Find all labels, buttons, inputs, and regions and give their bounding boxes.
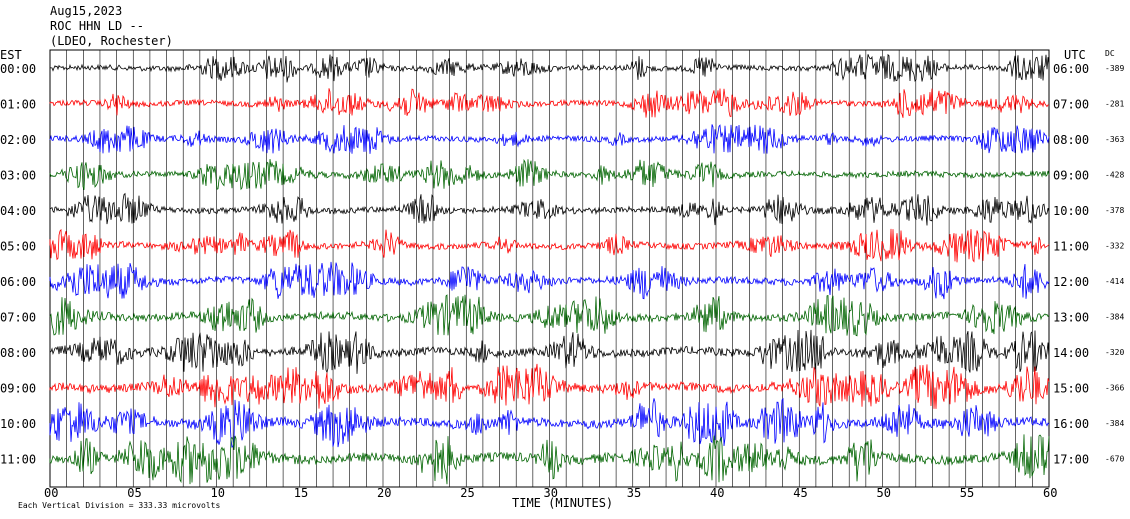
utc-hour-label: 08:00	[1053, 133, 1089, 147]
right-axis-title: UTC	[1064, 48, 1086, 62]
x-axis-label: TIME (MINUTES)	[512, 496, 613, 510]
dc-offset-label: -320	[1105, 348, 1124, 357]
traces-group	[49, 53, 1050, 485]
station-id: ROC HHN LD --	[50, 19, 144, 33]
est-hour-label: 03:00	[0, 169, 36, 183]
utc-hour-label: 14:00	[1053, 346, 1089, 360]
axis-labels: 00 05 10 15 20 25 30 35 40 45 50 55 60 00:00 06:00 -389…	[0, 62, 1124, 500]
x-tick-label: 40	[710, 486, 724, 500]
est-hour-label: 09:00	[0, 382, 36, 396]
seismic-trace	[49, 434, 1050, 485]
x-tick-label: 05	[127, 486, 141, 500]
seismic-trace	[49, 294, 1050, 337]
utc-hour-label: 10:00	[1053, 204, 1089, 218]
seismic-trace	[49, 192, 1050, 226]
utc-hour-label: 17:00	[1053, 453, 1089, 467]
x-tick-label: 20	[377, 486, 391, 500]
seismic-trace	[49, 159, 1050, 191]
dc-offset-label: -332	[1105, 242, 1124, 251]
network-name: (LDEO, Rochester)	[50, 34, 173, 48]
utc-hour-label: 12:00	[1053, 275, 1089, 289]
dc-offset-label: -389	[1105, 64, 1124, 73]
dc-offset-label: -414	[1105, 277, 1124, 286]
utc-hour-label: 15:00	[1053, 382, 1089, 396]
est-hour-label: 02:00	[0, 133, 36, 147]
x-tick-label: 15	[294, 486, 308, 500]
x-tick-label: 50	[877, 486, 891, 500]
est-hour-label: 11:00	[0, 453, 36, 467]
dc-offset-label: -281	[1105, 100, 1124, 109]
est-hour-label: 04:00	[0, 204, 36, 218]
x-tick-label: 55	[960, 486, 974, 500]
x-tick-label: 35	[627, 486, 641, 500]
utc-hour-label: 06:00	[1053, 62, 1089, 76]
seismic-trace	[49, 261, 1050, 300]
utc-hour-label: 07:00	[1053, 98, 1089, 112]
x-tick-label: 60	[1043, 486, 1057, 500]
x-tick-label: 45	[793, 486, 807, 500]
utc-hour-label: 11:00	[1053, 240, 1089, 254]
x-tick-label: 00	[44, 486, 58, 500]
dc-offset-label: -363	[1105, 135, 1124, 144]
est-hour-label: 06:00	[0, 275, 36, 289]
x-tick-label: 25	[460, 486, 474, 500]
seismic-trace	[49, 228, 1050, 263]
dc-offset-label: -384	[1105, 419, 1124, 428]
seismic-trace	[49, 53, 1050, 83]
left-axis-title: EST	[0, 48, 22, 62]
dc-offset-label: -384	[1105, 313, 1124, 322]
seismic-trace	[49, 363, 1050, 409]
est-hour-label: 07:00	[0, 311, 36, 325]
x-tick-label: 30	[544, 486, 558, 500]
est-hour-label: 10:00	[0, 417, 36, 431]
record-date: Aug15,2023	[50, 4, 123, 18]
dc-offset-label: -428	[1105, 171, 1124, 180]
seismic-trace	[49, 88, 1050, 118]
est-hour-label: 00:00	[0, 62, 36, 76]
utc-hour-label: 09:00	[1053, 169, 1089, 183]
scale-note: Each Vertical Division = 333.33 microvol…	[18, 501, 220, 510]
est-hour-label: 05:00	[0, 240, 36, 254]
dc-offset-label: -366	[1105, 384, 1124, 393]
utc-hour-label: 16:00	[1053, 417, 1089, 431]
seismic-trace	[49, 397, 1050, 448]
x-tick-label: 10	[211, 486, 225, 500]
dc-offset-label: -378	[1105, 206, 1124, 215]
seismic-trace	[49, 329, 1050, 374]
utc-hour-label: 13:00	[1053, 311, 1089, 325]
dc-title: DC	[1105, 49, 1115, 58]
seismic-trace	[49, 124, 1050, 154]
est-hour-label: 08:00	[0, 346, 36, 360]
dc-offset-label: -670	[1105, 455, 1124, 464]
est-hour-label: 01:00	[0, 98, 36, 112]
